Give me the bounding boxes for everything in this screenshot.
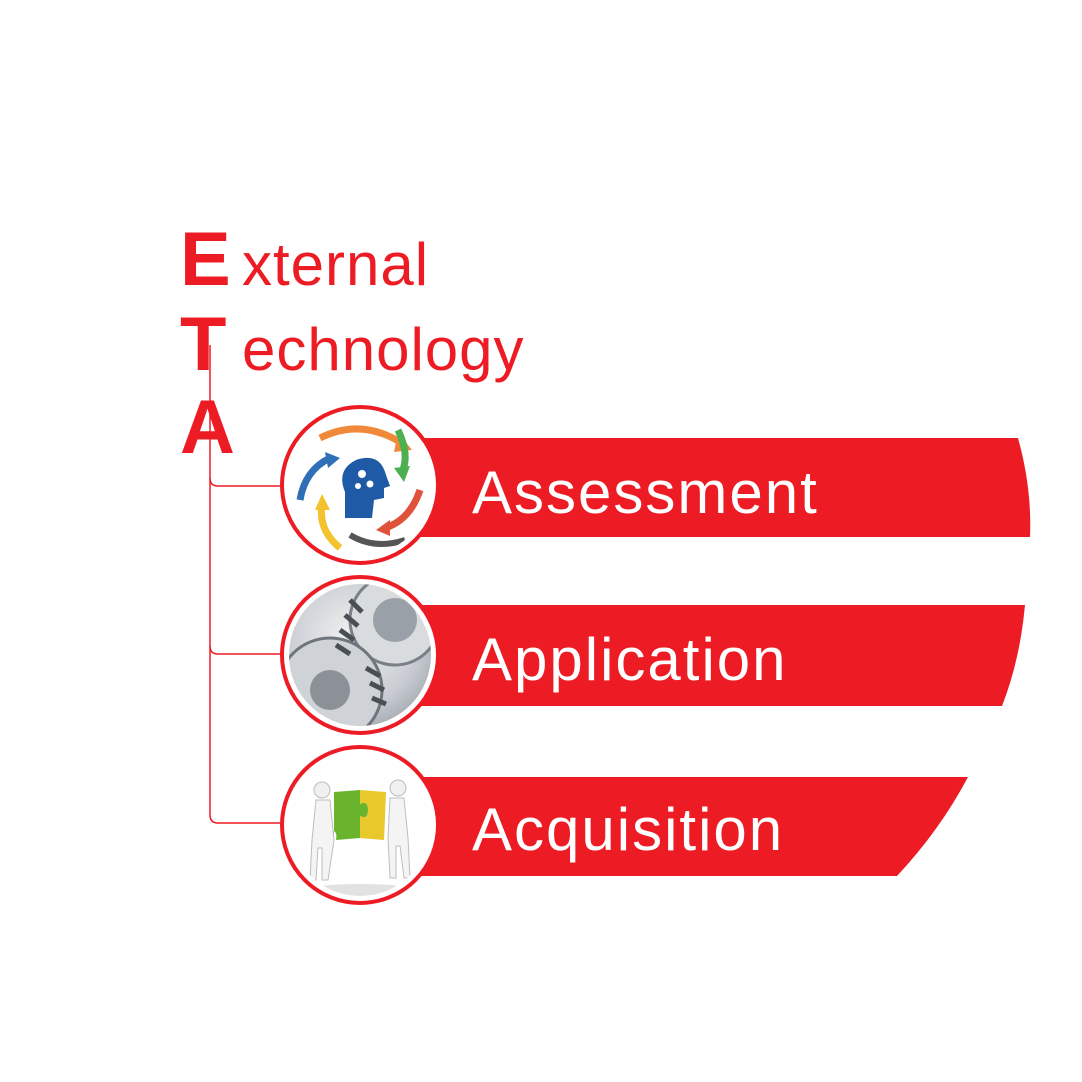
phase-banner-3 [400, 777, 968, 876]
heading-initial-t: T [180, 302, 227, 387]
gears-icon [280, 575, 440, 735]
phase-label-2: Application [472, 626, 788, 693]
connector-branch-2 [209, 645, 290, 655]
phase-banner-1 [400, 438, 1031, 537]
phase-label-3: Acquisition [472, 796, 784, 863]
connector-trunk [209, 345, 290, 824]
connector-tree [209, 345, 290, 824]
heading-initial-a: A [180, 385, 235, 470]
heading-rest-technology: echnology [242, 316, 525, 383]
phase-banner-2 [400, 605, 1025, 706]
heading-rest-external: xternal [242, 231, 430, 298]
phase-label-1: Assessment [472, 459, 819, 526]
heading-line-a: A [180, 388, 242, 468]
head-gears-cycle-icon [280, 405, 440, 565]
heading-initial-e: E [180, 217, 231, 302]
connector-branch-1 [209, 477, 290, 487]
puzzle-people-icon [280, 745, 440, 905]
